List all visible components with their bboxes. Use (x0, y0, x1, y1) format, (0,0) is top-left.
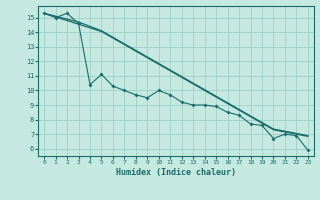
X-axis label: Humidex (Indice chaleur): Humidex (Indice chaleur) (116, 168, 236, 177)
